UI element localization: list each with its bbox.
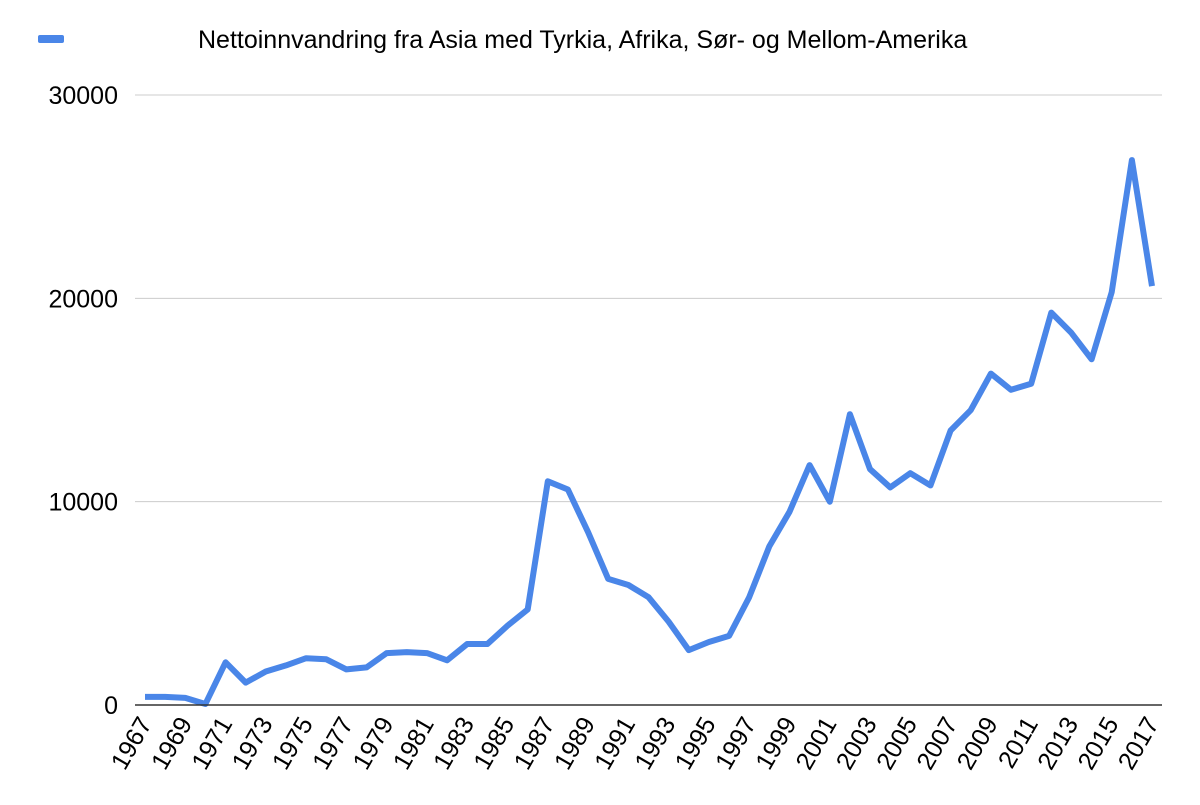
y-axis-ticks: 0 10000 20000 30000 <box>48 82 118 720</box>
x-tick-label: 1985 <box>468 712 520 774</box>
x-tick-label: 1989 <box>549 712 601 774</box>
x-tick-label: 1993 <box>629 712 681 774</box>
x-tick-label: 1979 <box>347 712 399 774</box>
x-tick-label: 2009 <box>952 712 1004 774</box>
x-tick-label: 2001 <box>790 712 842 774</box>
y-tick-label: 10000 <box>48 489 118 517</box>
x-tick-label: 1975 <box>267 712 319 774</box>
x-tick-label: 1999 <box>750 712 802 774</box>
x-tick-label: 2007 <box>911 712 963 774</box>
x-tick-label: 2003 <box>831 712 883 774</box>
x-tick-label: 1991 <box>589 712 641 774</box>
x-tick-label: 1997 <box>710 712 762 774</box>
legend-label: Nettoinnvandring fra Asia med Tyrkia, Af… <box>198 26 967 54</box>
gridlines <box>135 94 1162 503</box>
x-tick-label: 1995 <box>670 712 722 774</box>
x-tick-label: 1977 <box>307 712 359 774</box>
series-layer <box>145 157 1155 707</box>
x-tick-label: 2015 <box>1072 712 1124 774</box>
x-tick-label: 1969 <box>146 712 198 774</box>
x-tick-label: 1967 <box>106 712 158 774</box>
x-tick-label: 2005 <box>871 712 923 774</box>
x-tick-label: 1983 <box>428 712 480 774</box>
x-tick-label: 2013 <box>1032 712 1084 774</box>
y-tick-label: 30000 <box>48 82 118 110</box>
y-tick-label: 20000 <box>48 285 118 313</box>
x-tick-label: 1987 <box>509 712 561 774</box>
x-tick-label: 2017 <box>1113 712 1165 774</box>
x-tick-label: 1973 <box>227 712 279 774</box>
x-tick-label: 1981 <box>388 712 440 774</box>
x-tick-label: 1971 <box>186 712 238 774</box>
legend: Nettoinnvandring fra Asia med Tyrkia, Af… <box>38 26 967 54</box>
legend-swatch <box>38 35 64 43</box>
x-axis-ticks: 1967196919711973197519771979198119831985… <box>106 712 1165 774</box>
y-tick-label: 0 <box>104 692 118 720</box>
series-line <box>145 157 1155 707</box>
